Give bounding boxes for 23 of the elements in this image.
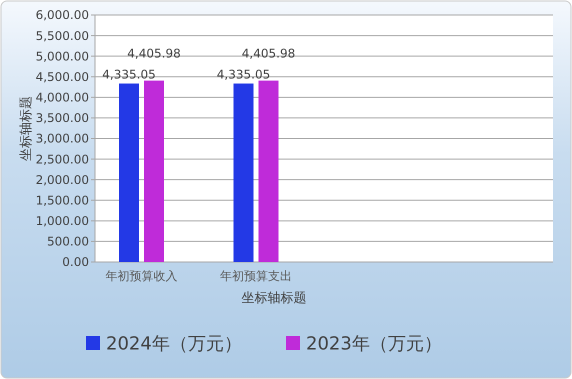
- y-axis-title: 坐标轴标题: [19, 96, 34, 161]
- y-tick-label: 4,000.00: [36, 90, 89, 105]
- y-tick-label: 2,000.00: [36, 172, 89, 187]
- legend-label: 2024年（万元）: [106, 333, 242, 354]
- y-tick-label: 1,500.00: [36, 193, 89, 208]
- y-tick-label: 5,000.00: [36, 49, 89, 64]
- x-axis-title: 坐标轴标题: [242, 291, 306, 306]
- legend-label: 2023年（万元）: [306, 333, 442, 354]
- y-tick-label: 6,000.00: [36, 8, 89, 22]
- y-tick-label: 1,000.00: [36, 214, 89, 228]
- y-tick-label: 3,000.00: [36, 132, 89, 146]
- y-tick-label: 3,500.00: [36, 111, 89, 126]
- x-tick-label: 年初预算支出: [220, 269, 292, 283]
- y-tick-label: 2,500.00: [36, 152, 89, 166]
- text: 4,335.05: [102, 68, 156, 82]
- text: 4,405.98: [242, 46, 296, 61]
- y-tick-label: 0.00: [62, 255, 89, 270]
- y-tick-label: 500.00: [47, 234, 89, 249]
- x-tick-label: 年初预算收入: [106, 269, 178, 283]
- y-tick-label: 5,500.00: [36, 28, 89, 43]
- y-tick-label: 4,500.00: [36, 70, 89, 84]
- text: 4,335.05: [216, 68, 270, 82]
- text: 4,405.98: [127, 46, 181, 61]
